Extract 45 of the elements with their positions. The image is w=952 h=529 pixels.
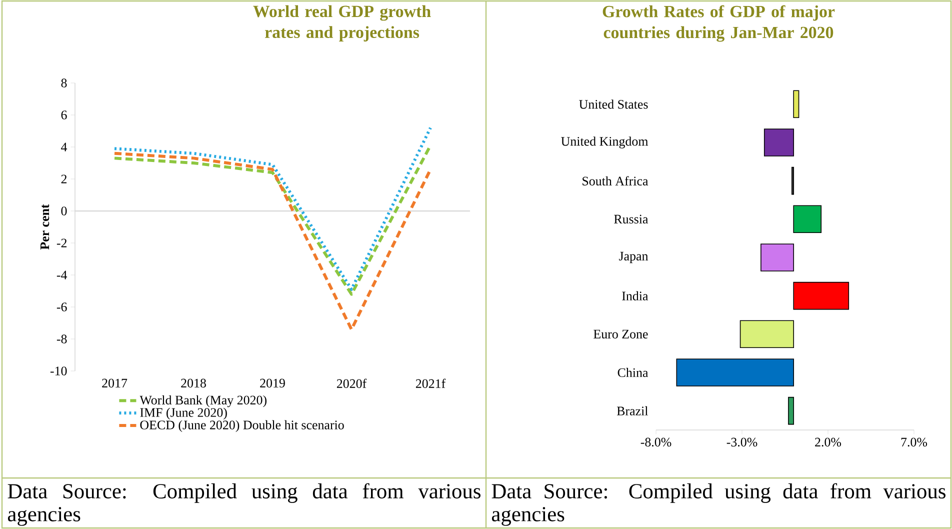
y-tick-label: 6 <box>61 110 67 120</box>
y-tick-label: -8 <box>56 334 67 344</box>
x-tick-label: 2019 <box>260 378 285 388</box>
y-tick-label: Euro Zone <box>594 330 648 338</box>
y-tick-label: Brazil <box>616 406 648 416</box>
source-note: Data Source: Compiled using data from various agencies <box>8 483 480 526</box>
bar <box>764 128 794 156</box>
x-tick-label: 2.0% <box>815 438 842 447</box>
y-tick-label: United Kingdom <box>561 136 648 148</box>
y-tick-label: 2 <box>61 174 67 184</box>
legend-label: OECD (June 2020) Double hit scenario <box>140 420 344 432</box>
y-tick-label: -10 <box>50 366 67 376</box>
source-note: Data Source: Compiled using data from various agencies <box>492 483 946 526</box>
bar <box>676 358 794 386</box>
y-tick-label: 4 <box>61 142 68 152</box>
chart-title: World real GDP growth rates and projections <box>253 5 431 42</box>
x-tick-label: -8.0% <box>640 438 672 447</box>
legend-label: IMF (June 2020) <box>140 408 227 420</box>
y-tick-label: 0 <box>61 206 67 216</box>
x-tick-label: -3.0% <box>726 438 758 447</box>
x-tick-label: 7.0% <box>901 438 928 447</box>
bar <box>788 396 794 425</box>
bar <box>793 90 800 118</box>
legend-label: World Bank (May 2020) <box>140 395 266 408</box>
x-tick-label: 2018 <box>181 378 206 388</box>
y-tick-label: Russia <box>614 214 648 224</box>
y-tick-label: -6 <box>56 302 67 312</box>
y-tick-label: South Africa <box>582 176 648 186</box>
line-series <box>113 152 432 331</box>
y-tick-label: China <box>618 368 648 378</box>
bar <box>740 320 794 348</box>
y-axis-title: Per cent <box>40 204 50 250</box>
bar <box>793 205 822 234</box>
chart-title: Growth Rates of GDP of major countries during Jan-Mar 2020 <box>602 5 835 42</box>
y-tick-label: 8 <box>61 78 67 88</box>
x-tick-label: 2017 <box>102 378 128 388</box>
y-tick-label: Japan <box>619 252 648 264</box>
bar <box>760 244 794 272</box>
y-tick-label: -2 <box>56 238 67 248</box>
y-tick-label: -4 <box>56 270 68 280</box>
y-tick-label: India <box>622 291 648 300</box>
x-tick-label: 2021f <box>416 378 446 388</box>
bar <box>793 282 850 310</box>
y-tick-label: United States <box>579 100 648 109</box>
x-tick-label: 2020f <box>336 378 367 388</box>
